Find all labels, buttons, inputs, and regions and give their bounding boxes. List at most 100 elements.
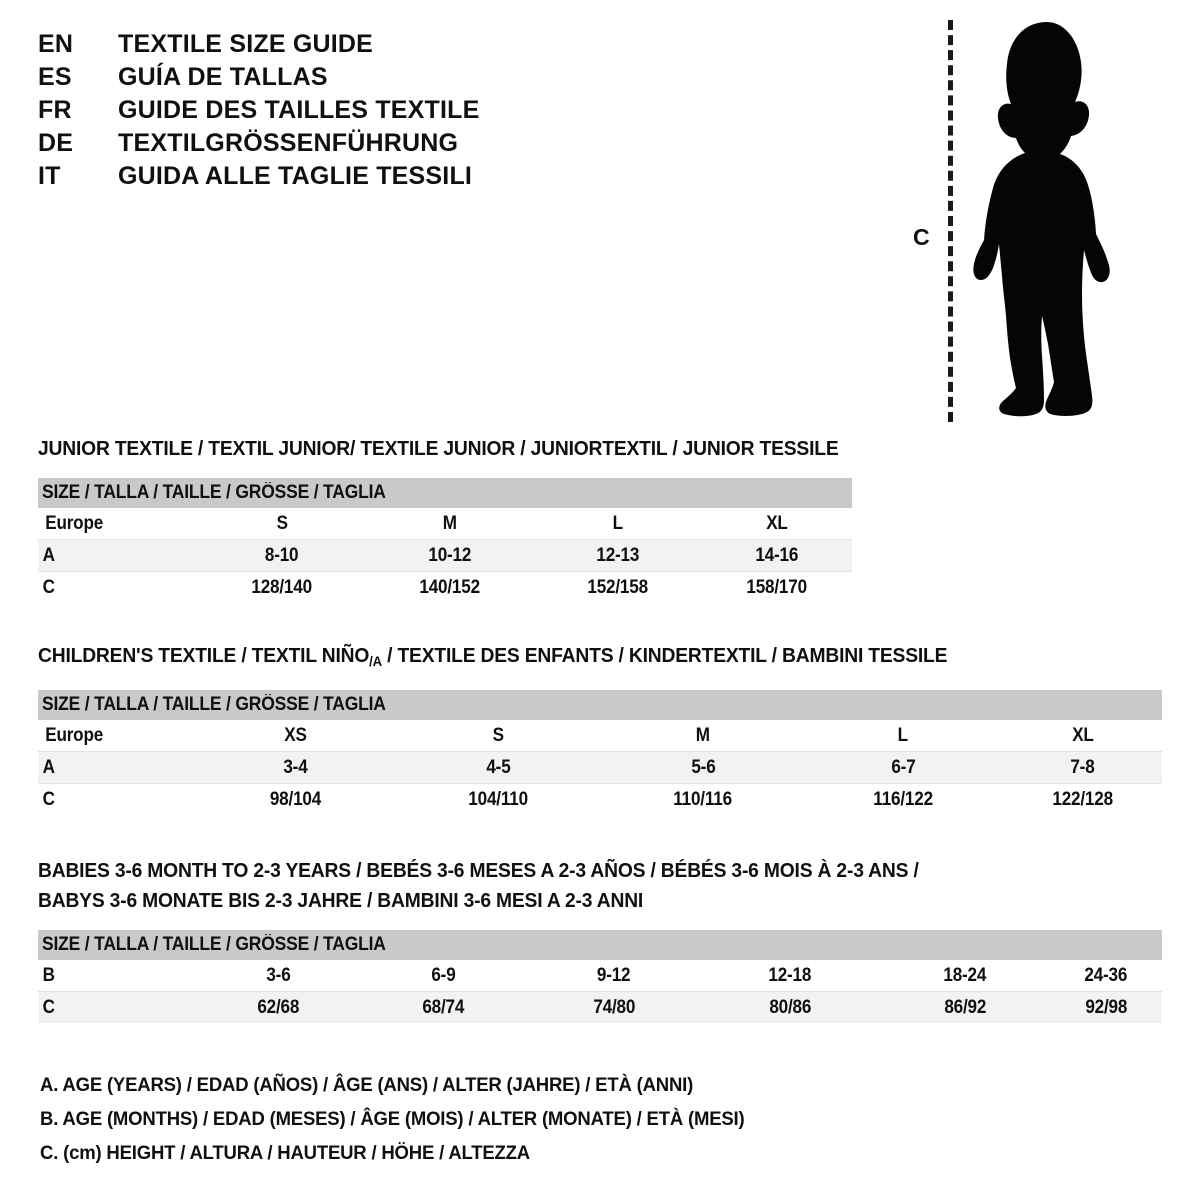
language-text-fr: GUIDE DES TAILLES TEXTILE — [118, 96, 480, 124]
babies-height-2: 68/74 — [358, 991, 528, 1023]
section-junior: JUNIOR TEXTILE / TEXTIL JUNIOR/ TEXTILE … — [38, 434, 890, 603]
table-row: C 62/68 68/74 74/80 80/86 86/92 92/98 — [38, 991, 1163, 1023]
language-text-es: GUÍA DE TALLAS — [118, 63, 328, 91]
junior-age-s: 8-10 — [198, 539, 366, 572]
junior-age-m: 10-12 — [366, 539, 534, 572]
junior-height-m: 140/152 — [419, 576, 481, 598]
table-row: A 3-4 4-5 5-6 6-7 7-8 — [38, 751, 1163, 784]
legend-line-b: B. AGE (MONTHS) / EDAD (MESES) / ÂGE (MO… — [40, 1108, 745, 1130]
junior-height-s: 128/140 — [251, 576, 313, 598]
babies-size-table: SIZE / TALLA / TAILLE / GRÖSSE / TAGLIA … — [38, 930, 1163, 1023]
babies-months-1: 3-6 — [198, 960, 358, 992]
children-height-l: 116/122 — [873, 788, 933, 810]
children-size-s: S — [393, 720, 603, 752]
language-text-en: TEXTILE SIZE GUIDE — [118, 30, 374, 58]
junior-size-table: SIZE / TALLA / TAILLE / GRÖSSE / TAGLIA … — [38, 478, 853, 604]
children-age-xl: 7-8 — [1003, 751, 1163, 784]
babies-months-5: 18-24 — [880, 960, 1050, 992]
children-table-header-bar: SIZE / TALLA / TAILLE / GRÖSSE / TAGLIA — [38, 690, 1163, 720]
junior-size-xl: XL — [702, 508, 853, 540]
height-measure-label: C — [913, 224, 930, 250]
height-dashed-line — [948, 20, 953, 422]
language-row-es: ES GUÍA DE TALLAS — [38, 63, 558, 96]
section-children: CHILDREN'S TEXTILE / TEXTIL NIÑO/A / TEX… — [38, 641, 1163, 816]
babies-bar-label: SIZE / TALLA / TAILLE / GRÖSSE / TAGLIA — [38, 930, 1163, 960]
children-title-pre: CHILDREN'S TEXTILE / TEXTIL NIÑO — [38, 644, 370, 667]
children-row-label-c: C — [42, 788, 55, 810]
language-row-de: DE TEXTILGRÖSSENFÜHRUNG — [38, 129, 558, 162]
language-row-fr: FR GUIDE DES TAILLES TEXTILE — [38, 96, 558, 129]
children-bar-label: SIZE / TALLA / TAILLE / GRÖSSE / TAGLIA — [38, 690, 1163, 720]
legend-line-a: A. AGE (YEARS) / EDAD (AÑOS) / ÂGE (ANS)… — [40, 1074, 694, 1096]
table-row: A 8-10 10-12 12-13 14-16 — [38, 539, 853, 572]
children-age-l: 6-7 — [803, 751, 1003, 784]
junior-age-xl: 14-16 — [702, 539, 853, 572]
junior-size-l: L — [534, 508, 702, 540]
babies-months-4: 12-18 — [700, 960, 880, 992]
language-code-de: DE — [38, 129, 74, 157]
table-row: C 98/104 104/110 110/116 116/122 122/128 — [38, 784, 1162, 816]
table-row: Europe XS S M L XL — [38, 720, 1163, 752]
language-code-it: IT — [38, 162, 61, 190]
babies-height-6: 92/98 — [1050, 991, 1163, 1023]
section-babies: BABIES 3-6 MONTH TO 2-3 YEARS / BEBÉS 3-… — [38, 856, 1163, 1023]
babies-row-label-b: B — [38, 960, 198, 992]
children-age-s: 4-5 — [393, 751, 603, 784]
babies-height-5: 86/92 — [880, 991, 1050, 1023]
section-junior-title: JUNIOR TEXTILE / TEXTIL JUNIOR/ TEXTILE … — [38, 437, 839, 460]
babies-height-3: 74/80 — [528, 991, 700, 1023]
junior-row-label-c: C — [42, 576, 55, 598]
section-children-title: CHILDREN'S TEXTILE / TEXTIL NIÑO/A / TEX… — [38, 641, 1095, 676]
children-size-m: M — [603, 720, 803, 752]
junior-row-label-europe: Europe — [38, 508, 198, 540]
section-babies-title-line2: BABYS 3-6 MONATE BIS 2-3 JAHRE / BAMBINI… — [38, 889, 644, 912]
children-age-m: 5-6 — [603, 751, 803, 784]
section-babies-title-line1: BABIES 3-6 MONTH TO 2-3 YEARS / BEBÉS 3-… — [38, 859, 919, 882]
children-height-s: 104/110 — [468, 788, 528, 810]
babies-height-1: 62/68 — [198, 991, 358, 1023]
language-text-de: TEXTILGRÖSSENFÜHRUNG — [118, 129, 459, 157]
junior-height-xl: 158/170 — [746, 576, 808, 598]
babies-months-2: 6-9 — [358, 960, 528, 992]
babies-row-label-c: C — [38, 991, 198, 1023]
babies-months-3: 9-12 — [528, 960, 700, 992]
children-row-label-europe: Europe — [38, 720, 198, 752]
children-size-xs: XS — [198, 720, 393, 752]
child-silhouette-icon — [973, 22, 1110, 417]
language-code-fr: FR — [38, 96, 72, 124]
table-row: B 3-6 6-9 9-12 12-18 18-24 24-36 — [38, 960, 1163, 992]
children-age-xs: 3-4 — [198, 751, 393, 784]
children-height-xs: 98/104 — [269, 788, 322, 810]
children-height-xl: 122/128 — [1052, 788, 1113, 810]
legend-block: A. AGE (YEARS) / EDAD (AÑOS) / ÂGE (ANS)… — [40, 1068, 782, 1170]
junior-size-s: S — [198, 508, 366, 540]
language-row-it: IT GUIDA ALLE TAGLIE TESSILI — [38, 162, 558, 195]
junior-age-l: 12-13 — [534, 539, 702, 572]
legend-line-c: C. (cm) HEIGHT / ALTURA / HAUTEUR / HÖHE… — [40, 1136, 744, 1170]
legend-line-c-post: HEIGHT / ALTURA / HAUTEUR / HÖHE / ALTEZ… — [101, 1142, 530, 1164]
babies-height-4: 80/86 — [700, 991, 880, 1023]
height-figure: C — [900, 12, 1150, 422]
children-size-table: SIZE / TALLA / TAILLE / GRÖSSE / TAGLIA … — [38, 690, 1163, 816]
junior-row-label-a: A — [38, 539, 198, 572]
junior-size-m: M — [366, 508, 534, 540]
language-code-es: ES — [38, 63, 72, 91]
children-title-sub: /A — [369, 653, 382, 669]
junior-table-header-bar: SIZE / TALLA / TAILLE / GRÖSSE / TAGLIA — [38, 478, 853, 508]
language-code-en: EN — [38, 30, 74, 58]
junior-bar-label: SIZE / TALLA / TAILLE / GRÖSSE / TAGLIA — [38, 478, 853, 508]
language-text-it: GUIDA ALLE TAGLIE TESSILI — [118, 162, 473, 190]
table-row: C 128/140 140/152 152/158 158/170 — [38, 572, 852, 604]
children-height-m: 110/116 — [673, 788, 733, 810]
children-size-xl: XL — [1003, 720, 1163, 752]
junior-height-l: 152/158 — [587, 576, 649, 598]
legend-line-c-pre: C. (cm) — [40, 1142, 102, 1164]
children-title-post: / TEXTILE DES ENFANTS / KINDERTEXTIL / B… — [381, 644, 948, 667]
children-row-label-a: A — [38, 751, 198, 784]
language-row-en: EN TEXTILE SIZE GUIDE — [38, 30, 558, 63]
babies-months-6: 24-36 — [1050, 960, 1163, 992]
language-header: EN TEXTILE SIZE GUIDE ES GUÍA DE TALLAS … — [38, 30, 558, 195]
children-size-l: L — [803, 720, 1003, 752]
babies-table-header-bar: SIZE / TALLA / TAILLE / GRÖSSE / TAGLIA — [38, 930, 1163, 960]
table-row: Europe S M L XL — [38, 508, 853, 540]
